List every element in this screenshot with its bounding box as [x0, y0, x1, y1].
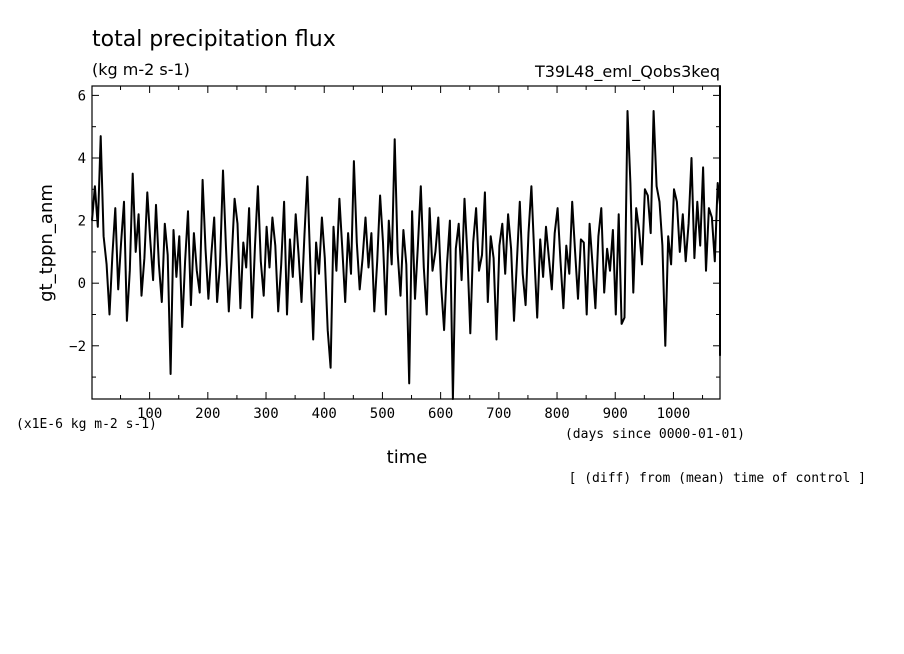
y-axis-label: gt_tppn_anm: [36, 184, 57, 302]
x-tick-label: 1000: [657, 406, 691, 422]
x-tick-label: 600: [428, 406, 453, 422]
experiment-label: T39L48_eml_Qobs3keq: [534, 62, 720, 82]
x-tick-label: 700: [486, 406, 511, 422]
y-tick-label: 0: [78, 276, 86, 292]
x-tick-label: 800: [544, 406, 569, 422]
x-units-label: (days since 0000-01-01): [565, 427, 745, 442]
x-tick-label: 100: [137, 406, 162, 422]
y-tick-label: 6: [78, 88, 86, 104]
x-tick-label: 900: [603, 406, 628, 422]
chart-title: total precipitation flux: [92, 27, 336, 52]
series-line-0: [91, 85, 721, 400]
plot-frame: [91, 85, 721, 400]
x-tick-label: 500: [370, 406, 395, 422]
x-tick-label: 400: [312, 406, 337, 422]
y-tick-label: 4: [78, 151, 86, 167]
plot-area: 100 200 300 400 500 600 700 800 900 1000 −2 0 2 4 6: [69, 85, 721, 422]
comparison-note: [ (diff) from (mean) time of control ]: [569, 471, 866, 486]
x-tick-label: 200: [195, 406, 220, 422]
chart-units: (kg m-2 s-1): [92, 60, 190, 79]
x-tick-label: 300: [253, 406, 278, 422]
y-tick-label: −2: [69, 339, 86, 355]
x-axis-label: time: [387, 447, 428, 468]
y-tick-label: 2: [78, 214, 86, 230]
y-units-label: (x1E-6 kg m-2 s-1): [16, 417, 157, 432]
